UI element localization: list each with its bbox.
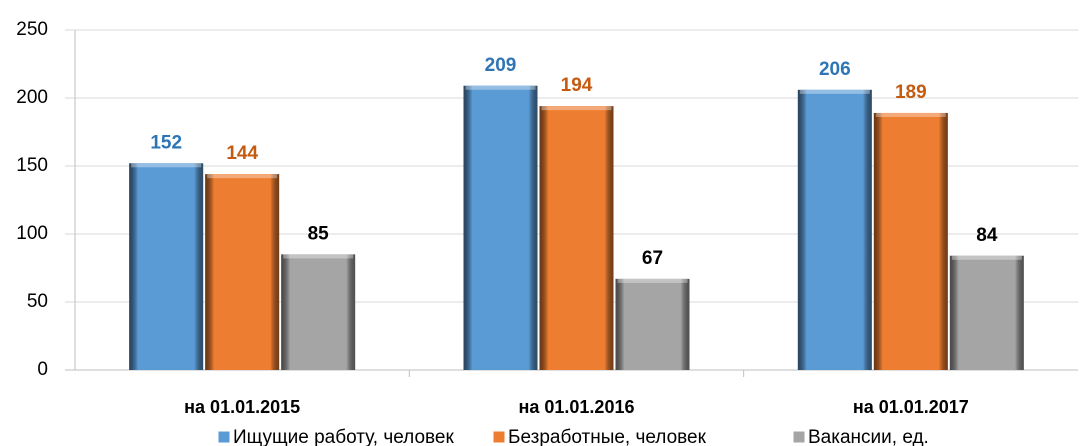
bar-bevel (207, 174, 278, 179)
bar-bevel (799, 89, 870, 94)
bar-bevel (465, 85, 536, 90)
bar-shade (949, 255, 1024, 370)
legend-label: Вакансии, ед. (808, 427, 929, 446)
bar-shade (281, 254, 356, 370)
y-tick-label: 150 (16, 155, 48, 176)
y-tick-label: 0 (37, 359, 48, 380)
y-tick-label: 250 (16, 19, 48, 40)
legend-label: Ищущие работу, человек (233, 427, 454, 446)
bar-bevel (131, 163, 202, 168)
y-tick-label: 50 (27, 291, 48, 312)
y-tick-label: 100 (16, 223, 48, 244)
bar-shade (129, 163, 204, 370)
bar-shade (615, 278, 690, 370)
legend-label: Безработные, человек (508, 427, 707, 446)
data-label: 84 (976, 225, 998, 246)
data-label: 194 (561, 75, 593, 96)
bar-bevel (541, 106, 612, 111)
bar-shade (463, 85, 538, 370)
legend-marker (217, 430, 231, 444)
bar-bevel (283, 254, 354, 259)
data-label: 152 (150, 132, 182, 153)
bar-shade (873, 112, 948, 371)
legend-marker (492, 430, 506, 444)
data-label: 189 (895, 82, 927, 103)
bar-bevel (617, 278, 688, 283)
bar-bevel (951, 255, 1022, 260)
bar-shade (539, 106, 614, 370)
data-label: 85 (308, 223, 330, 244)
x-tick-label: на 01.01.2015 (184, 397, 300, 417)
x-tick-label: на 01.01.2016 (519, 397, 635, 417)
bar-bevel (875, 112, 946, 117)
data-label: 144 (226, 143, 258, 164)
bar-shade (205, 174, 280, 370)
data-label: 206 (819, 59, 851, 80)
y-tick-label: 200 (16, 87, 48, 108)
data-label: 67 (642, 248, 663, 269)
x-tick-label: на 01.01.2017 (853, 397, 969, 417)
bar-shade (797, 89, 872, 370)
legend-marker (792, 430, 806, 444)
data-label: 209 (485, 55, 517, 76)
